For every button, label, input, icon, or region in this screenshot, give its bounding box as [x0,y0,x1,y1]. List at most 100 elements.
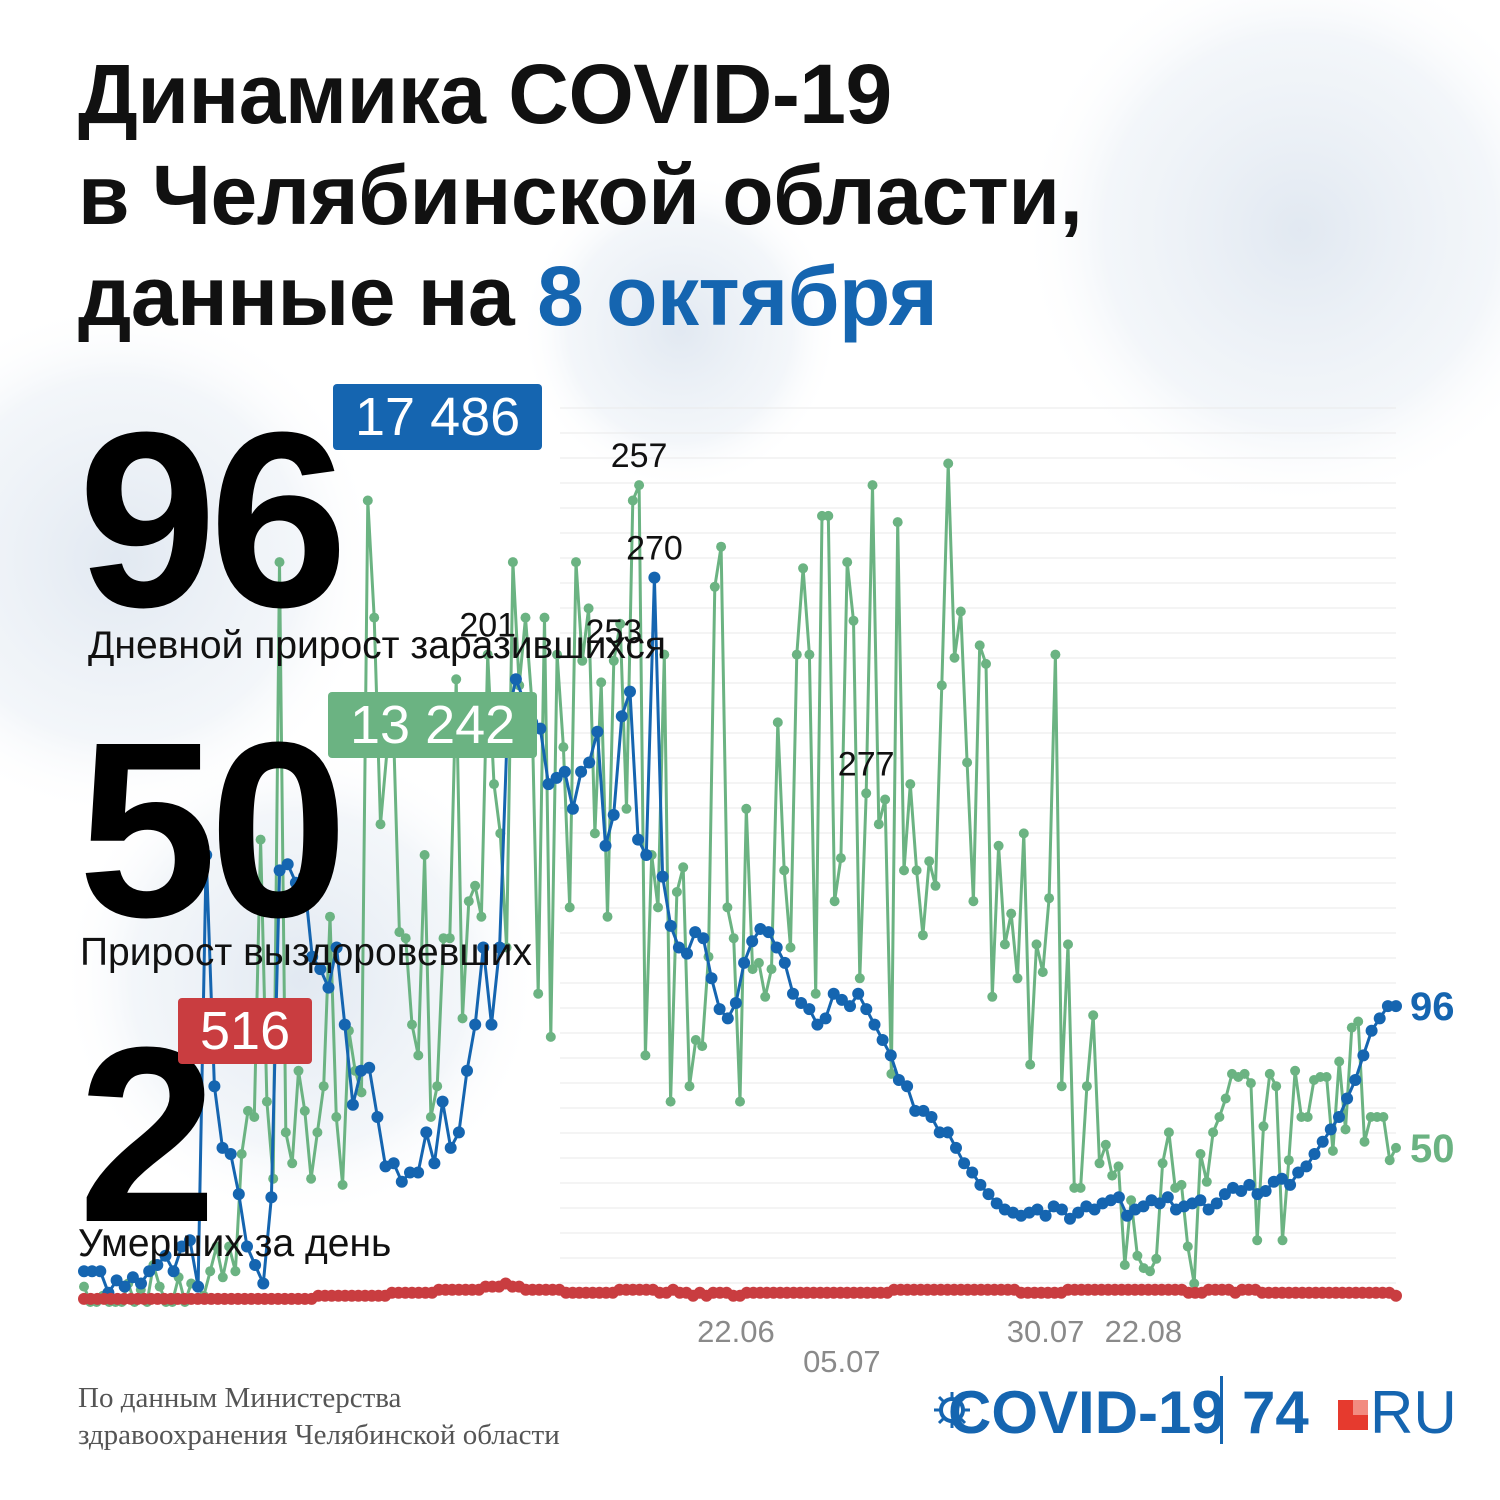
infected-point [485,1018,498,1031]
recovered-peak-label: 257 [611,437,668,475]
recovered-point [1100,1139,1111,1150]
infected-point [126,1271,139,1284]
infected-point [135,1277,147,1290]
infected-point [412,1166,425,1179]
recovered-point [1384,1155,1395,1166]
infected-point [1161,1191,1174,1204]
recovered-point [1163,1127,1174,1138]
recovered-point [1239,1068,1250,1079]
infected-point [827,987,840,1000]
recovered-point [413,1050,424,1061]
recovered-point [1056,1081,1067,1092]
infected-point [444,1141,457,1154]
recovered-point [981,658,991,669]
recovered-end-label: 50 [1410,1127,1455,1171]
recovered-point [337,1179,348,1190]
recovered-point [1302,1112,1313,1122]
infected-point [1365,1024,1378,1037]
infected-series [78,571,1402,1299]
recovered-point [1145,1266,1155,1277]
infected-point [542,778,555,791]
infected-point [1210,1197,1223,1210]
recovered-point [1258,1121,1269,1132]
infected-point [420,1126,433,1139]
recovered-point [653,902,663,913]
infected-point [273,864,286,877]
recovered-point [835,853,846,864]
recovered-point [697,1041,708,1052]
recovered-point [1252,1235,1263,1246]
infected-point [1357,1049,1370,1062]
recovered-point [571,557,581,568]
recovered-point [564,902,575,913]
recovered-point [154,1281,165,1292]
x-tick-label: 05.07 [803,1344,881,1379]
infected-point [257,1277,270,1290]
recovered-point [798,563,809,574]
recovered-point [1081,1081,1092,1092]
recovered-point [274,557,285,568]
infected-point [151,1259,164,1271]
deaths-series [78,1277,1402,1305]
infected-point [1324,1123,1337,1136]
infected-point [428,1157,441,1170]
infected-point [232,1188,245,1201]
infected-point [705,972,718,985]
recovered-point [892,517,903,528]
infected-daily-value: 96 [78,380,348,659]
infected-point [110,1274,123,1287]
source-line-1: По данным Министерства [78,1382,402,1414]
infected-point [550,771,563,784]
recovered-point [583,603,594,614]
infected-point [208,1080,221,1093]
recovered-point [1283,1155,1294,1166]
recovered-point [539,612,550,623]
infected-point [452,1126,465,1139]
infected-point [615,710,628,723]
recovered-point [659,649,670,660]
recovered-point [943,458,954,469]
recovered-point [779,865,790,876]
recovered-point [1189,1278,1200,1289]
title-line-3-prefix: данные на [78,249,538,343]
recovered-point [1321,1072,1332,1082]
infected-point [469,1018,482,1031]
infected-point [607,808,620,821]
recovered-point [766,964,777,975]
recovered-point [1290,1065,1301,1076]
infected-point [1284,1178,1297,1191]
recovered-point [394,927,405,938]
infected-point [575,765,588,778]
recovered-point [520,612,531,623]
recovered-point [463,896,474,907]
recovered-point [608,655,619,666]
infected-point [1243,1178,1256,1191]
recovered-point [911,865,922,876]
recovered-point [886,1068,897,1079]
virus-icon [934,1392,970,1428]
recovered-point [1018,828,1029,839]
recovered-point [249,1112,260,1122]
infected-point [1194,1194,1207,1207]
recovered-point [1327,1145,1338,1156]
recovered-point [640,1050,651,1061]
infected-point [493,941,506,954]
recovered-point [993,840,1004,851]
source-note: По данным Министерства здравоохранения Ч… [78,1380,560,1454]
infected-point [1275,1172,1288,1185]
infected-point [599,839,612,852]
infected-point [249,1259,262,1271]
infected-point [241,1240,253,1253]
infected-point [762,926,775,939]
infected-point [591,725,604,738]
infected-point [664,919,677,932]
recovered-point [1201,1176,1212,1187]
recovered-point [665,1096,676,1107]
recovered-point [634,480,645,491]
infected-point [835,993,848,1006]
recovered-point [243,1105,253,1116]
infected-point [192,1280,205,1293]
recovered-point [930,880,941,891]
infected-point [371,1111,384,1123]
recovered-point [444,933,455,944]
